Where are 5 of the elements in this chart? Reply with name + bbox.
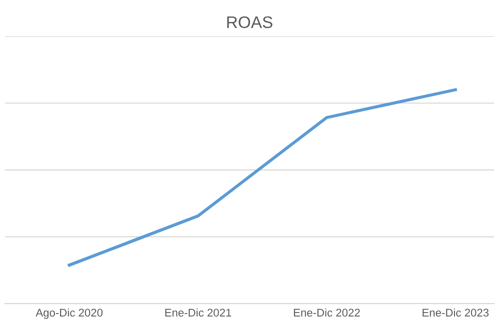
x-tick-label: Ene-Dic 2022 <box>294 308 360 317</box>
x-tick-label: Ago-Dic 2020 <box>36 308 103 319</box>
x-tick-label: Ene-Dic 2021 <box>165 308 232 317</box>
x-tick-label: Ene-Dic 2023 <box>422 308 489 317</box>
chart-title: ROAS <box>227 16 272 28</box>
